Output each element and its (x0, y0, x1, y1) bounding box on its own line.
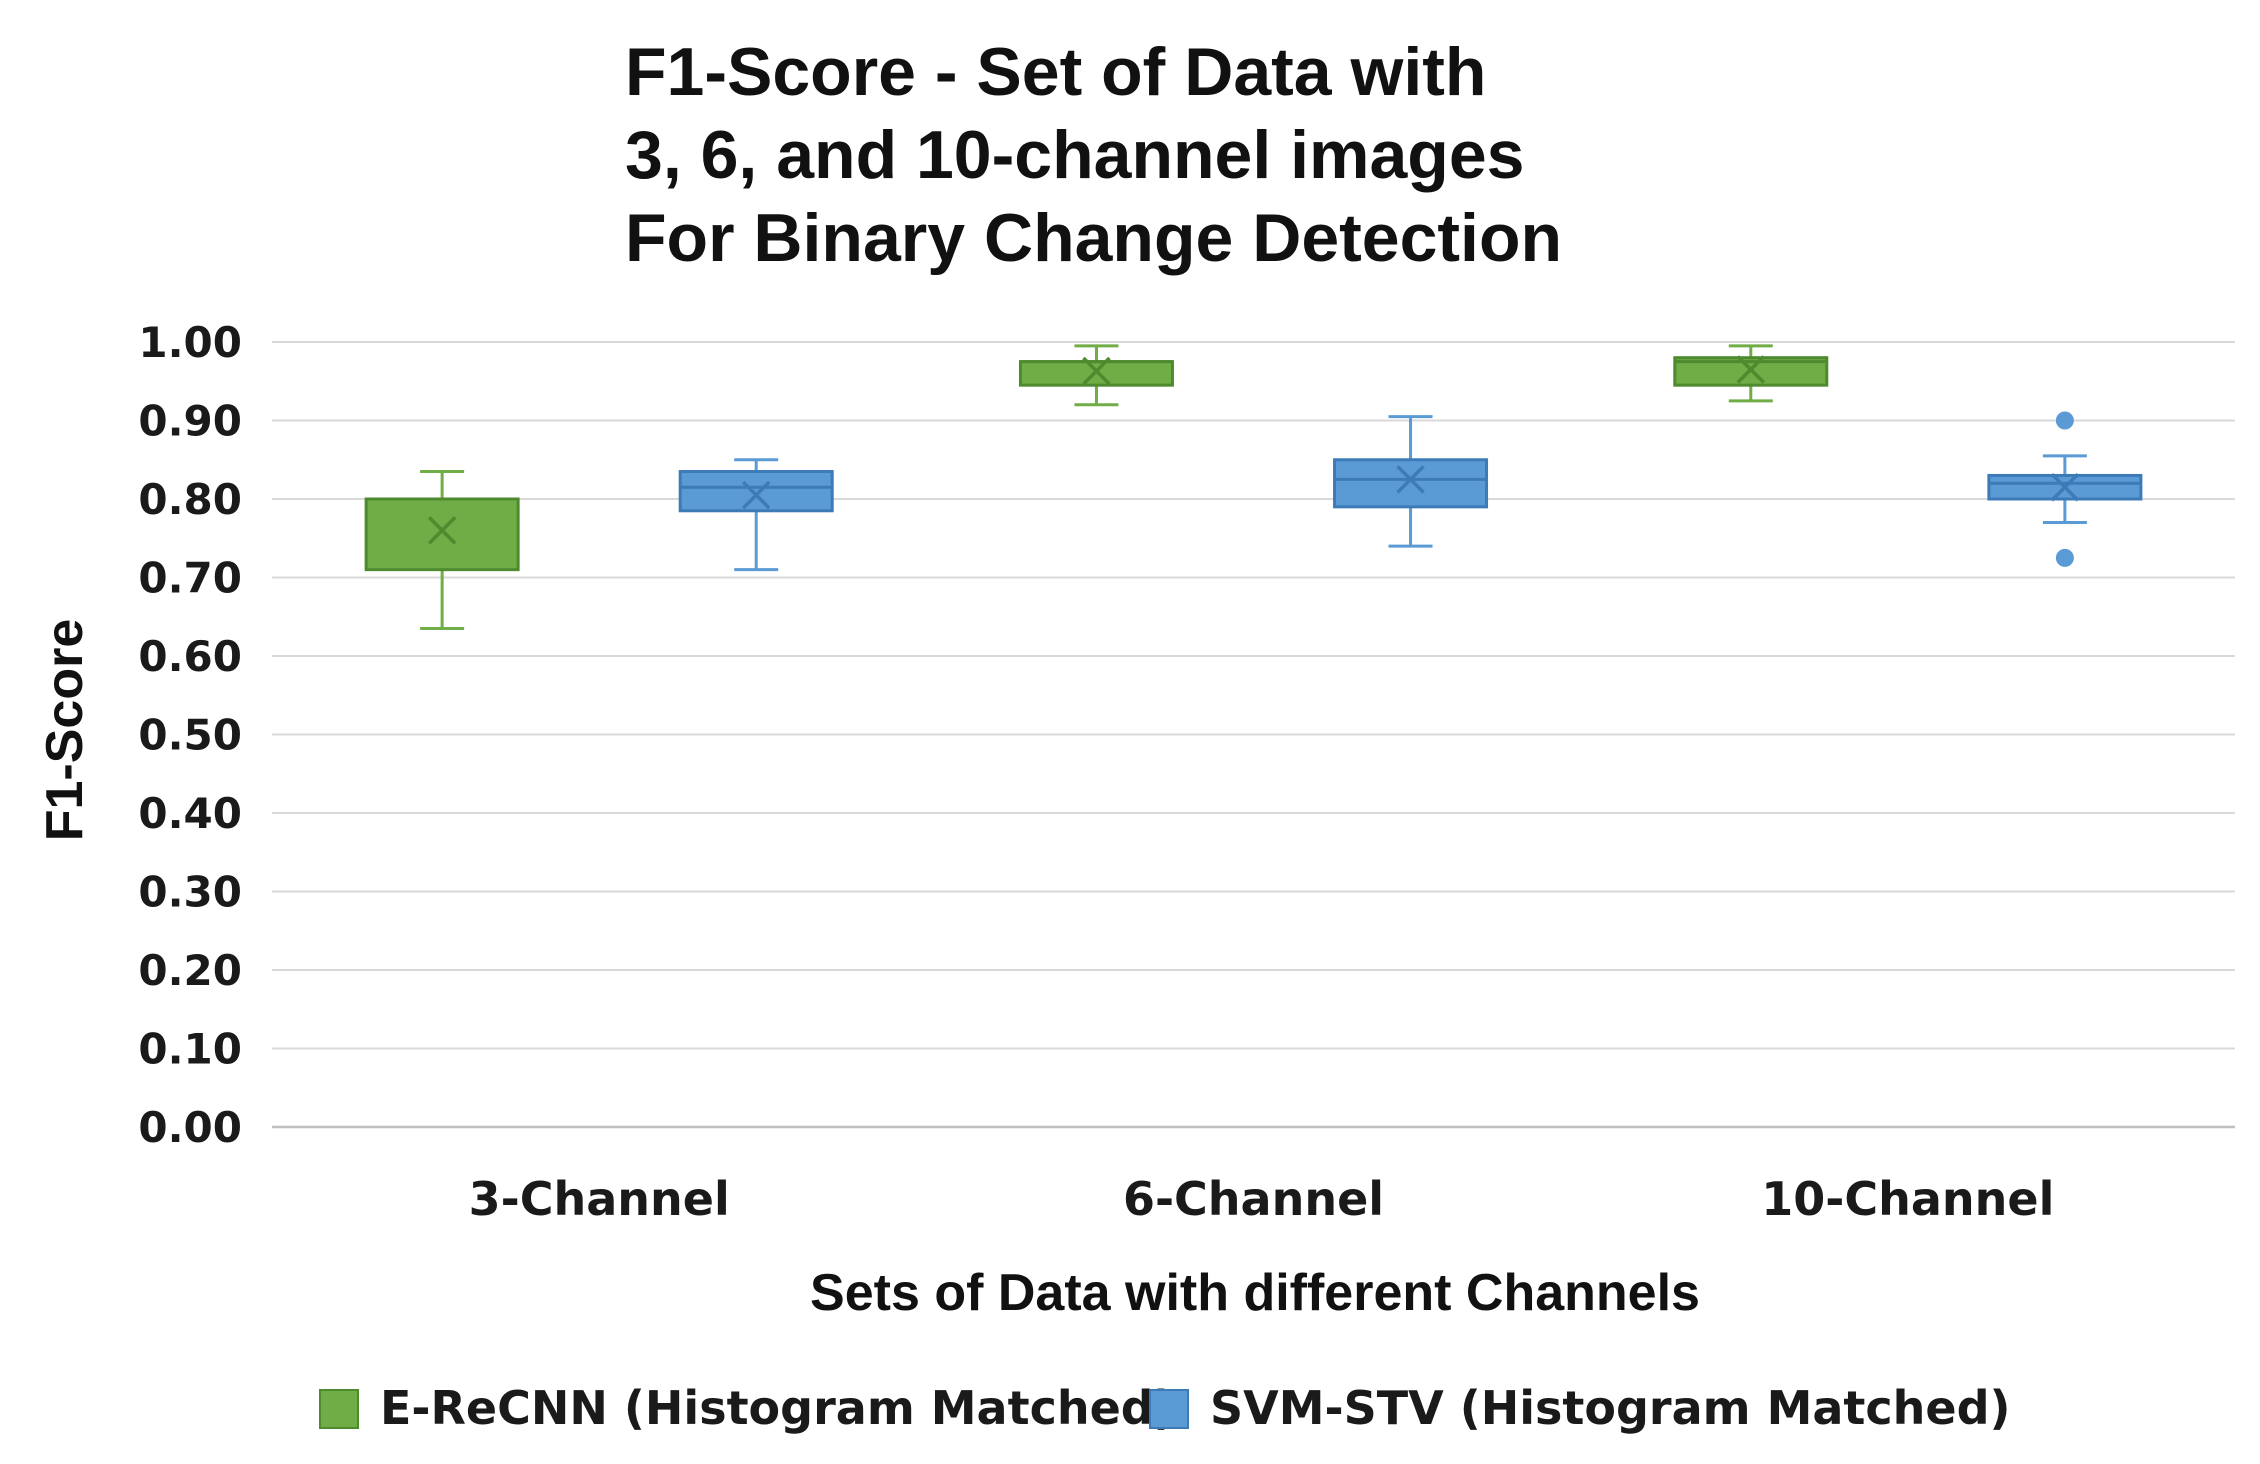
legend-label-ereccnn: E-ReCNN (Histogram Matched) (380, 1381, 1175, 1435)
box-iqr (678, 470, 834, 513)
mean-marker (1082, 356, 1111, 386)
series-svm-stv (678, 411, 2143, 572)
x-category-label: 6-Channel (1123, 1172, 1384, 1226)
mean-marker (427, 516, 457, 545)
series-ereccnn (364, 344, 1829, 631)
y-tick-label: 0.00 (138, 1103, 242, 1152)
legend-swatch-blue (1149, 1389, 1189, 1429)
y-tick-label: 1.00 (138, 318, 242, 367)
y-tick-label: 0.50 (138, 711, 242, 760)
legend-swatch-green (319, 1389, 359, 1429)
mean-marker (1736, 355, 1766, 384)
title-line-2: 3, 6, and 10-channel images (625, 117, 1524, 193)
outlier-point (2055, 548, 2074, 567)
legend-item-svm-stv: SVM-STV (Histogram Matched) (1149, 1381, 2011, 1435)
x-axis-title: Sets of Data with different Channels (810, 1264, 1700, 1322)
box-3-channel (364, 470, 520, 631)
mean-marker (741, 480, 771, 510)
box-6-channel (1333, 415, 1489, 548)
y-tick-label: 0.30 (138, 868, 242, 917)
y-tick-label: 0.90 (138, 397, 242, 446)
box-10-channel (1987, 411, 2143, 567)
mean-marker (2050, 472, 2080, 502)
x-category-label: 3-Channel (469, 1172, 730, 1226)
title-line-1: F1-Score - Set of Data with (625, 34, 1486, 110)
legend: E-ReCNN (Histogram Matched) SVM-STV (His… (319, 1381, 2011, 1435)
y-tick-label: 0.60 (138, 632, 242, 681)
box-iqr (1333, 458, 1489, 509)
box-6-channel (1018, 344, 1174, 407)
mean-marker (1396, 465, 1425, 494)
gridlines (272, 341, 2235, 1129)
y-tick-label: 0.40 (138, 789, 242, 838)
x-axis-categories: 3-Channel 6-Channel 10-Channel (469, 1172, 2055, 1226)
legend-item-ereccnn: E-ReCNN (Histogram Matched) (319, 1381, 1175, 1435)
y-axis-ticks: 0.00 0.10 0.20 0.30 0.40 0.50 0.60 0.70 0.80 0.90… (138, 318, 242, 1152)
chart-title: F1-Score - Set of Data with 3, 6, and 10… (625, 34, 1562, 276)
title-line-3: For Binary Change Detection (625, 200, 1562, 276)
y-tick-label: 0.70 (138, 554, 242, 603)
box-iqr (364, 497, 520, 572)
y-tick-label: 0.20 (138, 946, 242, 995)
y-tick-label: 0.80 (138, 475, 242, 524)
outlier-point (2055, 411, 2074, 430)
x-category-label: 10-Channel (1761, 1172, 2054, 1226)
box-3-channel (678, 458, 834, 572)
box-series (364, 344, 2143, 631)
legend-label-svm-stv: SVM-STV (Histogram Matched) (1210, 1381, 2011, 1435)
y-tick-label: 0.10 (138, 1025, 242, 1074)
box-10-channel (1673, 344, 1829, 403)
y-axis-title: F1-Score (36, 619, 94, 842)
